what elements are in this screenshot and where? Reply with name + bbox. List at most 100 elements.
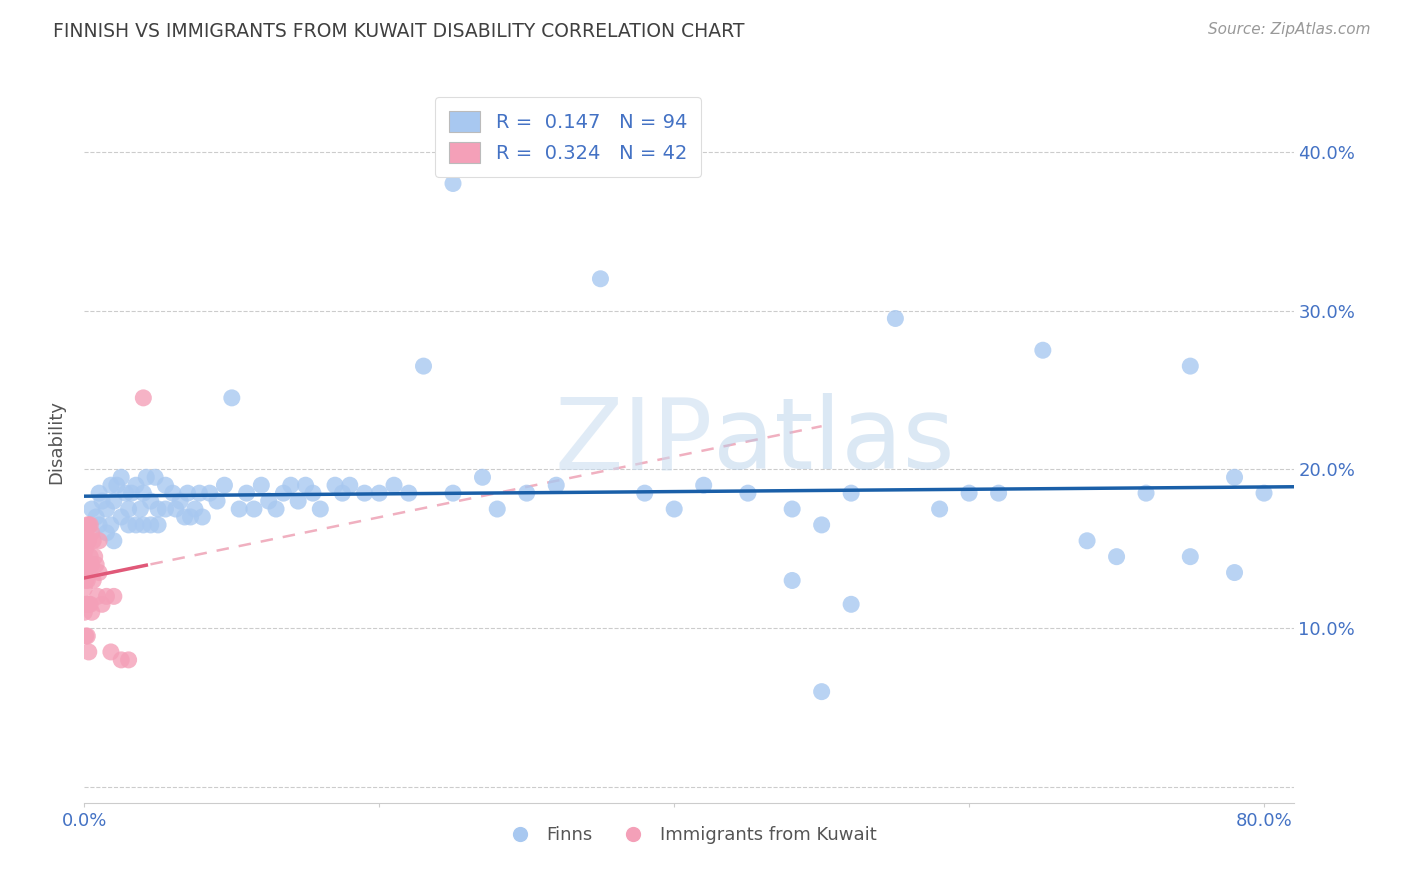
Point: [1223, 470, 1246, 484]
Point: [235, 486, 257, 500]
Text: ZIP: ZIP: [555, 393, 713, 490]
Point: [302, 486, 325, 500]
Point: [309, 502, 332, 516]
Point: [839, 597, 862, 611]
Point: [516, 486, 538, 500]
Point: [368, 486, 391, 500]
Point: [91, 494, 114, 508]
Point: [117, 517, 139, 532]
Point: [323, 478, 346, 492]
Point: [264, 502, 287, 516]
Text: atlas: atlas: [713, 393, 955, 490]
Point: [205, 494, 228, 508]
Point: [75, 525, 97, 540]
Point: [103, 494, 125, 508]
Point: [780, 574, 803, 588]
Point: [173, 510, 195, 524]
Point: [184, 502, 207, 516]
Point: [191, 510, 214, 524]
Point: [441, 177, 464, 191]
Point: [839, 486, 862, 500]
Point: [332, 486, 354, 500]
Point: [76, 533, 98, 548]
Point: [114, 486, 136, 500]
Point: [77, 517, 100, 532]
Point: [132, 486, 155, 500]
Point: [339, 478, 361, 492]
Point: [100, 645, 122, 659]
Point: [810, 517, 832, 532]
Point: [169, 494, 191, 508]
Point: [294, 478, 316, 492]
Point: [77, 558, 100, 572]
Point: [79, 597, 101, 611]
Point: [1180, 359, 1202, 373]
Point: [155, 502, 177, 516]
Point: [79, 549, 101, 564]
Point: [1223, 566, 1246, 580]
Point: [664, 502, 686, 516]
Point: [1135, 486, 1157, 500]
Point: [125, 517, 148, 532]
Point: [125, 478, 148, 492]
Point: [382, 478, 405, 492]
Point: [139, 517, 162, 532]
Point: [73, 582, 96, 596]
Point: [105, 478, 128, 492]
Point: [84, 558, 107, 572]
Point: [77, 645, 100, 659]
Point: [1105, 549, 1128, 564]
Point: [257, 494, 280, 508]
Point: [82, 574, 104, 588]
Point: [75, 541, 97, 556]
Point: [398, 486, 420, 500]
Point: [76, 597, 98, 611]
Point: [132, 517, 155, 532]
Point: [73, 605, 96, 619]
Point: [80, 558, 103, 572]
Point: [75, 558, 97, 572]
Point: [214, 478, 236, 492]
Point: [75, 597, 97, 611]
Point: [82, 533, 104, 548]
Point: [121, 486, 143, 500]
Point: [76, 517, 98, 532]
Point: [103, 590, 125, 604]
Point: [987, 486, 1010, 500]
Point: [280, 478, 302, 492]
Point: [135, 470, 157, 484]
Point: [87, 486, 110, 500]
Point: [76, 574, 98, 588]
Point: [96, 525, 118, 540]
Point: [353, 486, 375, 500]
Point: [188, 486, 211, 500]
Point: [91, 597, 114, 611]
Point: [780, 502, 803, 516]
Point: [146, 517, 169, 532]
Point: [80, 605, 103, 619]
Point: [77, 597, 100, 611]
Point: [80, 525, 103, 540]
Point: [73, 533, 96, 548]
Point: [176, 486, 198, 500]
Point: [76, 558, 98, 572]
Point: [100, 517, 122, 532]
Point: [441, 486, 464, 500]
Point: [139, 494, 162, 508]
Point: [1180, 549, 1202, 564]
Point: [957, 486, 980, 500]
Point: [117, 502, 139, 516]
Point: [96, 502, 118, 516]
Point: [412, 359, 434, 373]
Point: [110, 470, 132, 484]
Point: [228, 502, 250, 516]
Point: [1253, 486, 1275, 500]
Point: [589, 272, 612, 286]
Point: [928, 502, 950, 516]
Point: [221, 391, 243, 405]
Point: [810, 684, 832, 698]
Point: [100, 478, 122, 492]
Point: [198, 486, 221, 500]
Point: [79, 517, 101, 532]
Point: [155, 478, 177, 492]
